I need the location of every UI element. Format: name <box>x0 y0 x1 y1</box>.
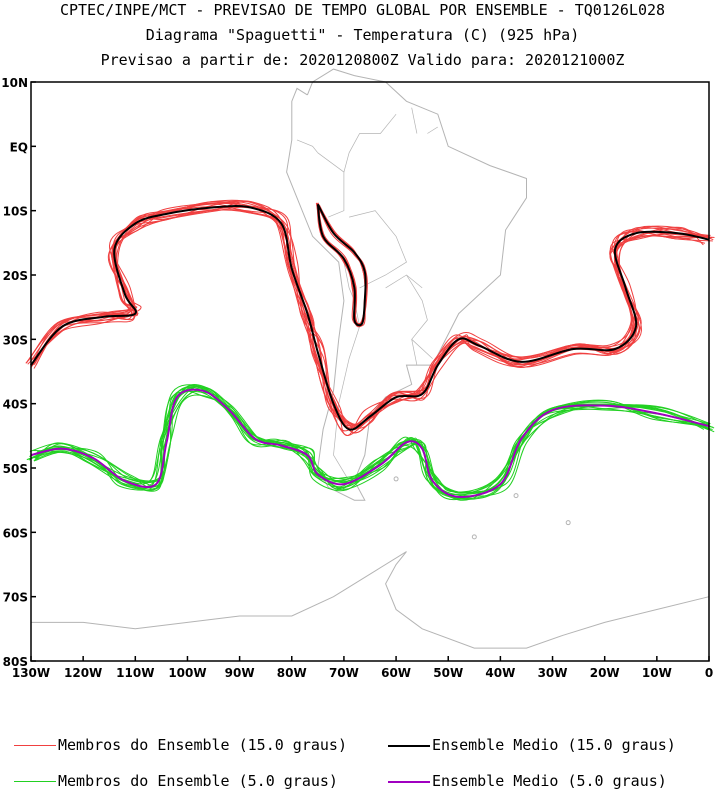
member-contour-5 <box>32 384 709 500</box>
country-border <box>296 139 319 154</box>
island <box>565 520 571 526</box>
member-contour-15 <box>34 202 709 425</box>
lon-label: 130W <box>12 666 50 680</box>
member-contour-15 <box>35 209 713 429</box>
member-contour-5 <box>30 385 715 493</box>
title-line-3: Previsao a partir de: 2020120800Z Valido… <box>100 51 625 69</box>
member-contour-15-andes <box>316 205 367 326</box>
antarctica-coast <box>31 551 710 649</box>
island <box>513 493 519 499</box>
country-border <box>349 210 407 289</box>
member-contour-5 <box>28 386 705 497</box>
lon-label: 80W <box>277 666 307 680</box>
lon-label: 60W <box>381 666 411 680</box>
legend-members-15: Membros do Ensemble (15.0 graus) <box>58 736 347 754</box>
lon-label: 100W <box>168 666 206 680</box>
lat-label: 30S <box>3 333 28 347</box>
member-contour-15-andes <box>315 202 366 328</box>
member-contour-5 <box>34 386 707 496</box>
country-border <box>333 262 360 482</box>
lon-label: 10W <box>642 666 672 680</box>
member-contour-15 <box>31 199 705 434</box>
coastline-layer <box>31 68 710 649</box>
lon-label: 20W <box>590 666 620 680</box>
lat-label: 20S <box>3 269 28 283</box>
legend-mean-15: Ensemble Medio (15.0 graus) <box>432 736 676 754</box>
legend-line-members-5 <box>14 781 56 782</box>
member-contour-15 <box>30 203 709 427</box>
ensemble-mean-15-andes <box>316 203 367 327</box>
member-contour-15 <box>28 200 714 434</box>
lat-label: 50S <box>3 462 28 476</box>
country-border <box>427 126 438 134</box>
ensemble-mean-15 <box>30 204 710 431</box>
lat-label: 80S <box>3 655 28 669</box>
lon-label: 90W <box>225 666 255 680</box>
country-border <box>411 107 418 134</box>
title-line-1: CPTEC/INPE/MCT - PREVISAO DE TEMPO GLOBA… <box>59 1 666 19</box>
ensemble-mean-5 <box>30 388 710 498</box>
ensemble-layer <box>25 199 715 501</box>
lon-label: 120W <box>64 666 102 680</box>
map-frame <box>30 81 710 662</box>
lon-label: 30W <box>538 666 568 680</box>
member-contour-5 <box>26 386 714 501</box>
lon-label: 40W <box>485 666 515 680</box>
south-america-coast <box>286 68 527 501</box>
lat-label: 10N <box>1 76 28 90</box>
island <box>471 534 477 540</box>
lon-label: 110W <box>116 666 154 680</box>
country-border <box>411 339 418 366</box>
country-border <box>385 274 423 289</box>
lat-label: 60S <box>3 526 28 540</box>
lat-label: 40S <box>3 398 28 412</box>
legend-line-mean-15 <box>388 745 430 747</box>
legend-mean-5: Ensemble Medio (5.0 graus) <box>432 772 667 790</box>
lat-label: 10S <box>3 205 28 219</box>
lon-label: 0 <box>705 666 713 680</box>
legend-members-5: Membros do Ensemble (5.0 graus) <box>58 772 338 790</box>
country-border <box>406 274 433 359</box>
country-border <box>317 152 345 218</box>
legend-line-members-15 <box>14 745 56 746</box>
member-contour-5 <box>33 384 713 499</box>
legend-line-mean-5 <box>388 781 430 783</box>
lon-label: 70W <box>329 666 359 680</box>
member-contour-15-andes <box>316 202 368 327</box>
island <box>393 476 399 482</box>
title-line-2: Diagrama "Spaguetti" - Temperatura (C) (… <box>145 26 580 44</box>
lon-label: 50W <box>433 666 463 680</box>
lat-label: EQ <box>10 140 28 154</box>
member-contour-15 <box>32 208 711 426</box>
member-contour-15 <box>25 209 711 432</box>
lat-label: 70S <box>3 591 28 605</box>
country-border <box>343 113 397 173</box>
